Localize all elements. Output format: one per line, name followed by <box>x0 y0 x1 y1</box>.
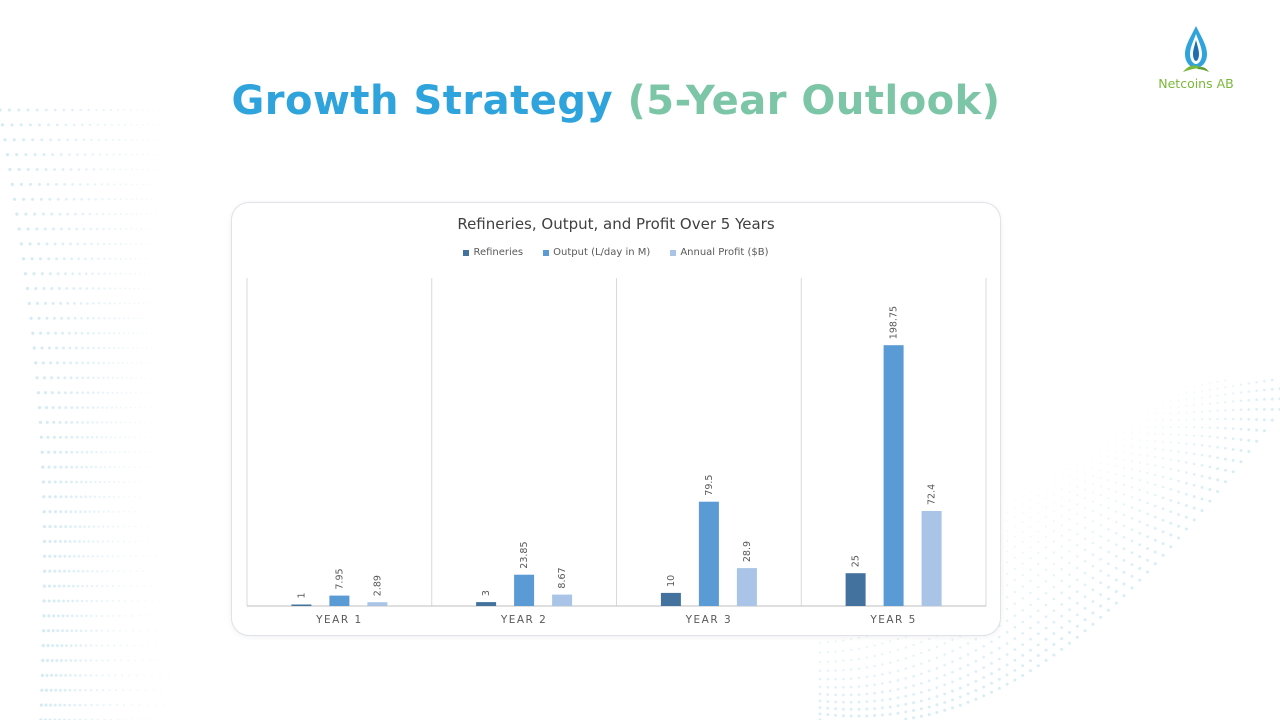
legend-label-profit: Annual Profit ($B) <box>680 247 769 258</box>
data-label: 198.75 <box>889 306 900 339</box>
company-logo: Netcoins AB <box>1146 24 1246 96</box>
bar <box>367 602 388 606</box>
bar <box>329 595 350 606</box>
data-label: 25 <box>851 555 862 567</box>
legend-label-refineries: Refineries <box>473 247 524 258</box>
bar <box>660 592 681 606</box>
bar <box>698 501 719 606</box>
logo-text: Netcoins AB <box>1158 76 1234 91</box>
legend-item-refineries: Refineries <box>463 247 523 258</box>
legend-item-output: Output (L/day in M) <box>543 247 650 258</box>
data-label: 10 <box>666 575 677 587</box>
slide-title: Growth Strategy (5-Year Outlook) <box>0 78 1232 124</box>
bar <box>845 573 866 606</box>
chart-title: Refineries, Output, and Profit Over 5 Ye… <box>457 215 775 233</box>
slide-title-paren: (5-Year Outlook) <box>627 78 1001 124</box>
droplet-leaf-icon <box>1183 26 1209 72</box>
legend-label-output: Output (L/day in M) <box>553 247 651 258</box>
bar <box>514 574 535 606</box>
bar-chart: 1 7.95 2.89 YEAR 1 3 23.85 8.67 YEAR 2 10 79.5 28.… <box>246 278 987 626</box>
slide-title-main: Growth Strategy <box>231 78 628 124</box>
x-tick-label: YEAR 2 <box>500 614 548 626</box>
data-label: 72.4 <box>927 484 938 505</box>
bar <box>883 345 904 606</box>
bar <box>476 602 497 606</box>
data-label: 3 <box>481 590 492 596</box>
x-tick-label: YEAR 1 <box>315 614 363 626</box>
data-label: 28.9 <box>742 541 753 562</box>
legend-swatch-refineries <box>463 249 470 256</box>
bar <box>552 594 573 606</box>
data-label: 23.85 <box>519 541 530 568</box>
legend-item-profit: Annual Profit ($B) <box>670 247 769 258</box>
legend-swatch-output <box>543 249 550 256</box>
x-tick-label: YEAR 5 <box>869 614 917 626</box>
data-label: 1 <box>296 592 307 598</box>
chart-card: Refineries, Output, and Profit Over 5 Ye… <box>231 202 1001 636</box>
bar <box>291 604 312 606</box>
legend-swatch-profit <box>670 249 677 256</box>
bar <box>921 511 942 606</box>
data-label: 8.67 <box>557 567 568 588</box>
bar <box>736 568 757 606</box>
data-label: 79.5 <box>704 475 715 496</box>
data-label: 2.89 <box>372 575 383 596</box>
data-label: 7.95 <box>334 568 345 589</box>
x-tick-label: YEAR 3 <box>685 614 733 626</box>
chart-legend: Refineries Output (L/day in M) Annual Pr… <box>232 247 1000 258</box>
